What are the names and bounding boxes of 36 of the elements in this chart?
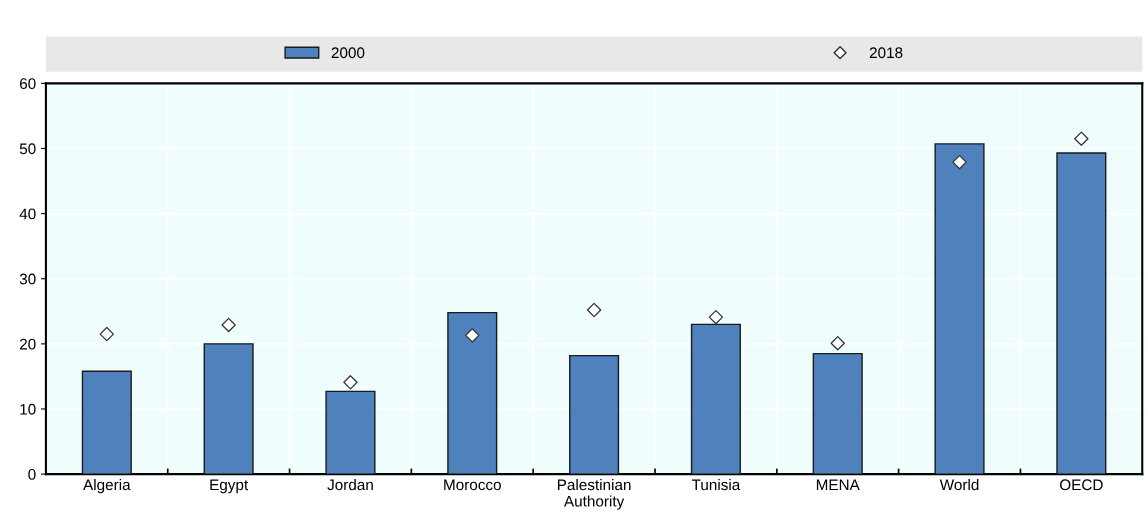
bar	[81, 370, 132, 475]
point	[465, 328, 480, 343]
legend-label: 2018	[869, 47, 903, 59]
x-tick-label: World	[939, 478, 979, 491]
point	[99, 326, 115, 342]
bar	[569, 354, 620, 475]
point	[1074, 131, 1089, 146]
legend-label: 2000	[331, 47, 365, 59]
x-tick-label: OECD	[1060, 479, 1103, 491]
point	[708, 309, 724, 325]
x-tick-label: Tunisia	[691, 478, 741, 491]
bar	[325, 390, 376, 475]
point	[830, 335, 845, 351]
point	[343, 375, 358, 390]
point	[586, 302, 602, 318]
bar	[934, 143, 985, 475]
bar	[812, 352, 863, 475]
bar	[203, 343, 254, 475]
bar	[690, 323, 741, 475]
x-tick-label: MENA	[816, 479, 860, 491]
point	[952, 154, 967, 170]
x-tick-label: Algeria	[83, 478, 131, 494]
x-tick-label: Jordan	[327, 478, 373, 491]
y-tick-label: 60	[19, 78, 36, 90]
bar	[1056, 152, 1107, 475]
y-tick-label: 50	[19, 143, 36, 155]
bar	[447, 311, 498, 475]
y-tick-label: 10	[20, 403, 36, 415]
x-tick-label: Morocco	[444, 479, 501, 491]
y-tick-label: 20	[19, 338, 36, 350]
y-tick-label: 40	[19, 208, 36, 220]
y-tick-label: 0	[28, 468, 36, 480]
x-tick-label: Palestinian Authority	[557, 478, 631, 510]
x-tick-label: Egypt	[210, 479, 249, 494]
y-tick-label: 30	[19, 273, 36, 285]
point	[221, 317, 236, 333]
